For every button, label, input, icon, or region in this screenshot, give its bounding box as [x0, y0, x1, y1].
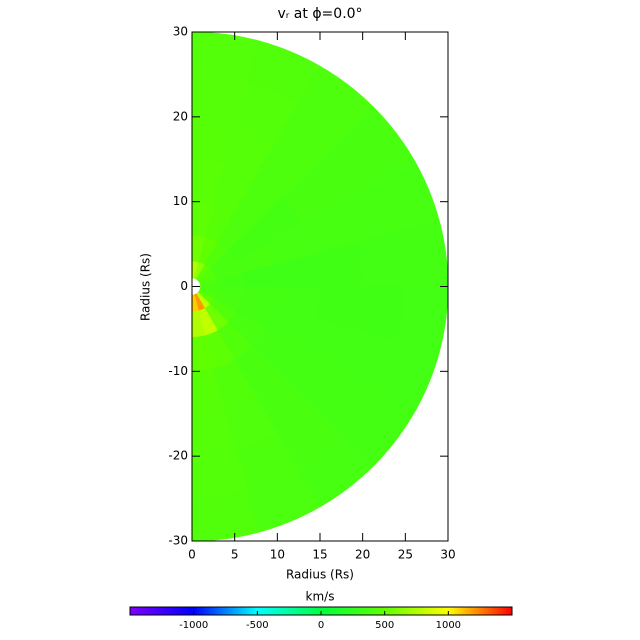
- x-tick-label: 15: [312, 548, 327, 562]
- y-tick-label: -20: [168, 449, 188, 463]
- x-tick-label: 10: [270, 548, 285, 562]
- x-axis-label: Radius (Rs): [286, 568, 354, 582]
- x-tick-label: 20: [355, 548, 370, 562]
- y-tick-label: 0: [180, 279, 188, 293]
- heatmap-cell: [191, 31, 259, 83]
- heatmap-cell: [191, 490, 259, 542]
- y-tick-label: -10: [168, 364, 188, 378]
- chart-title: vᵣ at ϕ=0.0°: [277, 6, 362, 22]
- colorbar-tick-label: 1000: [436, 620, 461, 631]
- colorbar-tick-label: 500: [375, 620, 394, 631]
- y-tick-label: -30: [168, 534, 188, 548]
- colorbar-tick-label: -500: [246, 620, 269, 631]
- colorbar-label: km/s: [306, 590, 335, 604]
- colorbar-tick-label: 0: [318, 620, 324, 631]
- y-tick-label: 10: [173, 194, 188, 208]
- y-axis-label: Radius (Rs): [139, 253, 153, 321]
- heatmap-cell: [397, 220, 449, 287]
- x-tick-label: 30: [440, 548, 455, 562]
- heatmap-cell: [397, 286, 449, 353]
- x-tick-label: 5: [231, 548, 239, 562]
- x-tick-label: 25: [398, 548, 413, 562]
- colorbar-tick-label: -1000: [179, 620, 208, 631]
- x-tick-label: 0: [188, 548, 196, 562]
- heatmap: [191, 31, 449, 542]
- y-tick-label: 30: [173, 25, 188, 39]
- y-tick-label: 20: [173, 109, 188, 123]
